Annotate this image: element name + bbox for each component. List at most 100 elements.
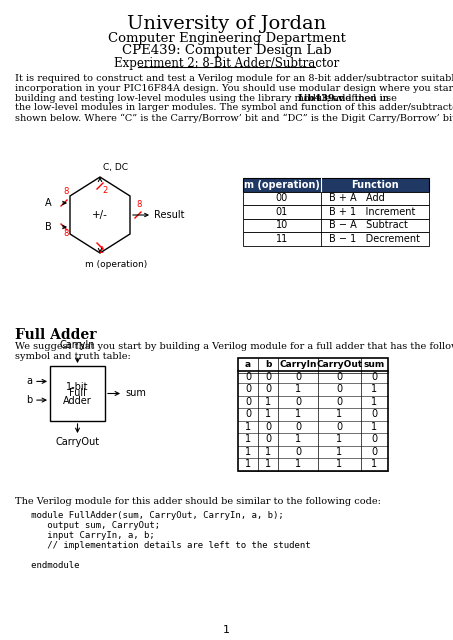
Text: building and testing low-level modules using the library modules defined in: building and testing low-level modules u… [15, 93, 392, 102]
Text: 1: 1 [371, 397, 377, 407]
Text: We suggest that you start by building a Verilog module for a full adder that has: We suggest that you start by building a … [15, 342, 453, 351]
Bar [243, 205, 429, 218]
Text: incorporation in your PIC16F84A design. You should use modular design where you : incorporation in your PIC16F84A design. … [15, 84, 453, 93]
Bar [243, 232, 429, 246]
Text: output sum, CarryOut;: output sum, CarryOut; [15, 521, 160, 530]
Text: 0: 0 [337, 384, 342, 394]
Text: 0: 0 [265, 372, 271, 381]
Text: +/-: +/- [92, 210, 108, 220]
Text: Function: Function [351, 180, 399, 189]
Text: module FullAdder(sum, CarryOut, CarryIn, a, b);: module FullAdder(sum, CarryOut, CarryIn,… [15, 511, 284, 520]
Text: 0: 0 [371, 372, 377, 381]
Text: 1: 1 [295, 435, 301, 444]
Text: a: a [26, 376, 32, 387]
Text: 1: 1 [265, 397, 271, 407]
Text: 1: 1 [295, 409, 301, 419]
Text: 1: 1 [337, 447, 342, 457]
Text: A: A [45, 198, 52, 208]
Text: 0: 0 [337, 372, 342, 381]
Text: 0: 0 [371, 409, 377, 419]
Text: 0: 0 [245, 372, 251, 381]
Text: Full: Full [69, 388, 86, 399]
Text: 1: 1 [265, 409, 271, 419]
Text: 1: 1 [265, 447, 271, 457]
Text: B + 1   Increment: B + 1 Increment [329, 207, 415, 217]
Text: 0: 0 [245, 397, 251, 407]
Text: 0: 0 [371, 435, 377, 444]
Text: 1: 1 [337, 409, 342, 419]
Text: 1: 1 [371, 384, 377, 394]
Bar [50, 366, 105, 421]
Text: 0: 0 [295, 372, 301, 381]
Text: 0: 0 [265, 422, 271, 432]
Text: Full Adder: Full Adder [15, 328, 96, 342]
Text: B − 1   Decrement: B − 1 Decrement [329, 234, 420, 244]
Text: b: b [265, 360, 271, 369]
Text: 1: 1 [337, 460, 342, 469]
Text: m (operation): m (operation) [85, 260, 147, 269]
Text: 01: 01 [276, 207, 288, 217]
Text: 8: 8 [63, 187, 68, 196]
Text: University of Jordan: University of Jordan [127, 15, 326, 33]
Text: 0: 0 [265, 435, 271, 444]
Text: sum: sum [364, 360, 385, 369]
Text: m (operation): m (operation) [244, 180, 320, 189]
Text: 0: 0 [337, 422, 342, 432]
Text: 1: 1 [245, 435, 251, 444]
Text: 0: 0 [245, 384, 251, 394]
Text: , and then use: , and then use [328, 93, 397, 102]
Text: 0: 0 [295, 422, 301, 432]
Text: b: b [26, 395, 32, 405]
Text: Experiment 2: 8-Bit Adder/Subtractor: Experiment 2: 8-Bit Adder/Subtractor [114, 57, 339, 70]
Text: CPE439: Computer Design Lab: CPE439: Computer Design Lab [122, 44, 331, 57]
Text: Computer Engineering Department: Computer Engineering Department [107, 32, 346, 45]
Text: 0: 0 [295, 397, 301, 407]
Text: It is required to construct and test a Verilog module for an 8-bit adder/subtrac: It is required to construct and test a V… [15, 74, 453, 83]
Text: 1: 1 [337, 435, 342, 444]
Text: The Verilog module for this adder should be similar to the following code:: The Verilog module for this adder should… [15, 497, 381, 506]
Text: 10: 10 [276, 220, 288, 230]
Text: the low-level modules in larger modules. The symbol and function of this adder/s: the low-level modules in larger modules.… [15, 104, 453, 113]
Text: Adder: Adder [63, 396, 92, 406]
Text: sum: sum [125, 388, 146, 399]
Text: 00: 00 [276, 193, 288, 204]
Text: B − A   Subtract: B − A Subtract [329, 220, 408, 230]
Text: endmodule: endmodule [15, 561, 79, 570]
Text: 8: 8 [63, 229, 68, 238]
Text: B: B [45, 222, 52, 232]
Text: 11: 11 [276, 234, 288, 244]
Text: 1: 1 [295, 460, 301, 469]
Text: Result: Result [154, 210, 184, 220]
Text: shown below. Where “C” is the Carry/Borrow’ bit and “DC” is the Digit Carry/Borr: shown below. Where “C” is the Carry/Borr… [15, 113, 453, 122]
Text: 1: 1 [295, 384, 301, 394]
Text: C, DC: C, DC [103, 163, 128, 172]
Text: B + A   Add: B + A Add [329, 193, 385, 204]
Text: 1: 1 [371, 422, 377, 432]
Text: 1: 1 [245, 460, 251, 469]
Bar [243, 191, 429, 205]
Text: symbol and truth table:: symbol and truth table: [15, 352, 131, 361]
Text: 1: 1 [371, 460, 377, 469]
Text: 2: 2 [98, 246, 103, 255]
Text: 8: 8 [136, 200, 141, 209]
Text: CarryOut: CarryOut [55, 437, 100, 447]
Text: 0: 0 [265, 384, 271, 394]
Bar [238, 358, 388, 470]
Text: 0: 0 [245, 409, 251, 419]
Text: 0: 0 [295, 447, 301, 457]
Text: 1: 1 [223, 625, 230, 635]
Text: 1: 1 [245, 422, 251, 432]
Text: Lib439.v: Lib439.v [298, 93, 344, 102]
Text: a: a [245, 360, 251, 369]
Text: 2: 2 [102, 186, 107, 195]
Text: 1: 1 [265, 460, 271, 469]
Text: // implementation details are left to the student: // implementation details are left to th… [15, 541, 311, 550]
Text: CarryIn: CarryIn [279, 360, 317, 369]
Text: input CarryIn, a, b;: input CarryIn, a, b; [15, 531, 155, 540]
Text: 0: 0 [371, 447, 377, 457]
Bar [243, 218, 429, 232]
Text: 1-bit: 1-bit [66, 383, 89, 392]
Bar [243, 178, 429, 191]
Text: 1: 1 [245, 447, 251, 457]
Text: CarryIn: CarryIn [60, 340, 95, 350]
